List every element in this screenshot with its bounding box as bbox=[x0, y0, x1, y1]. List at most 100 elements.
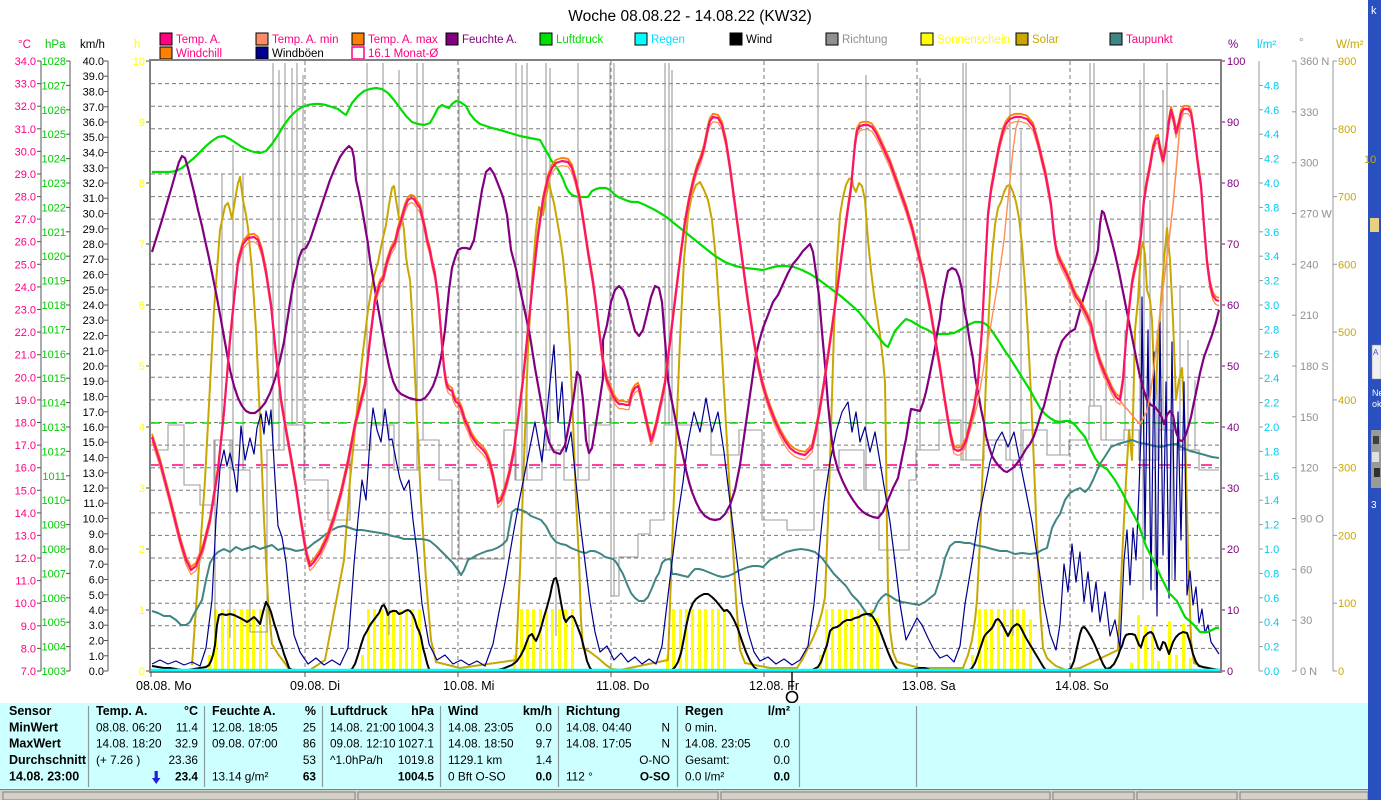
svg-text:150: 150 bbox=[1300, 412, 1318, 424]
svg-text:22.0: 22.0 bbox=[15, 327, 36, 339]
svg-text:4.6: 4.6 bbox=[1264, 105, 1279, 117]
svg-text:MinWert: MinWert bbox=[9, 721, 59, 735]
svg-text:33.0: 33.0 bbox=[15, 79, 36, 91]
svg-text:53: 53 bbox=[303, 753, 317, 767]
svg-text:3: 3 bbox=[139, 483, 145, 495]
svg-text:10.08. Mi: 10.08. Mi bbox=[443, 679, 494, 693]
svg-text:33.0: 33.0 bbox=[83, 163, 104, 175]
svg-text:12.08. Fr: 12.08. Fr bbox=[749, 679, 799, 693]
svg-text:37.0: 37.0 bbox=[83, 102, 104, 114]
svg-text:14.08. 21:00: 14.08. 21:00 bbox=[330, 721, 396, 735]
svg-text:1025: 1025 bbox=[42, 129, 66, 141]
svg-text:3.6: 3.6 bbox=[1264, 227, 1279, 239]
svg-text:29.0: 29.0 bbox=[83, 224, 104, 236]
svg-text:4: 4 bbox=[139, 422, 145, 434]
svg-text:20: 20 bbox=[1227, 544, 1239, 556]
svg-text:13.0: 13.0 bbox=[83, 468, 104, 480]
svg-text:210: 210 bbox=[1300, 310, 1318, 322]
svg-text:13.0: 13.0 bbox=[15, 530, 36, 542]
svg-text:270 W: 270 W bbox=[1300, 209, 1332, 221]
svg-text:Woche 08.08.22 - 14.08.22 (KW3: Woche 08.08.22 - 14.08.22 (KW32) bbox=[568, 8, 812, 25]
svg-text:18.0: 18.0 bbox=[15, 418, 36, 430]
svg-text:900: 900 bbox=[1338, 56, 1356, 68]
svg-text:0.0: 0.0 bbox=[536, 770, 553, 784]
svg-text:7.0: 7.0 bbox=[21, 666, 36, 678]
svg-text:09.08. Di: 09.08. Di bbox=[290, 679, 340, 693]
svg-text:A: A bbox=[1373, 348, 1379, 357]
svg-text:0 Bft O-SO: 0 Bft O-SO bbox=[448, 770, 506, 784]
svg-text:12.0: 12.0 bbox=[83, 483, 104, 495]
svg-text:1004: 1004 bbox=[42, 642, 66, 654]
svg-text:1028: 1028 bbox=[42, 56, 66, 68]
svg-text:28.0: 28.0 bbox=[83, 239, 104, 251]
svg-text:11.0: 11.0 bbox=[83, 498, 104, 510]
svg-text:26.0: 26.0 bbox=[83, 270, 104, 282]
svg-text:25: 25 bbox=[303, 721, 317, 735]
svg-text:19.0: 19.0 bbox=[83, 376, 104, 388]
svg-text:12.0: 12.0 bbox=[15, 553, 36, 565]
svg-text:11.08. Do: 11.08. Do bbox=[596, 679, 649, 693]
svg-text:0: 0 bbox=[139, 666, 145, 678]
svg-text:0 N: 0 N bbox=[1300, 666, 1317, 678]
svg-text:25.0: 25.0 bbox=[83, 285, 104, 297]
svg-text:1.2: 1.2 bbox=[1264, 520, 1279, 532]
svg-text:1010: 1010 bbox=[42, 495, 66, 507]
svg-text:08.08. 06:20: 08.08. 06:20 bbox=[96, 721, 162, 735]
svg-text:3.0: 3.0 bbox=[89, 620, 104, 632]
svg-text:26.0: 26.0 bbox=[15, 237, 36, 249]
svg-text:4.2: 4.2 bbox=[1264, 154, 1279, 166]
svg-text:1023: 1023 bbox=[42, 178, 66, 190]
svg-text:200: 200 bbox=[1338, 530, 1356, 542]
svg-text:1024: 1024 bbox=[42, 154, 66, 166]
svg-text:18.0: 18.0 bbox=[83, 392, 104, 404]
svg-text:3.2: 3.2 bbox=[1264, 276, 1279, 288]
svg-text:1011: 1011 bbox=[42, 471, 66, 483]
svg-text:MaxWert: MaxWert bbox=[9, 737, 62, 751]
svg-text:Feuchte A.: Feuchte A. bbox=[212, 704, 275, 718]
svg-text:13.14 g/m²: 13.14 g/m² bbox=[212, 770, 268, 784]
svg-text:4.8: 4.8 bbox=[1264, 80, 1279, 92]
svg-text:23.0: 23.0 bbox=[15, 305, 36, 317]
svg-text:O-NO: O-NO bbox=[639, 753, 670, 767]
svg-text:1020: 1020 bbox=[42, 251, 66, 263]
svg-text:Gesamt:: Gesamt: bbox=[685, 753, 730, 767]
svg-text:0.0: 0.0 bbox=[774, 737, 791, 751]
svg-text:Durchschnitt: Durchschnitt bbox=[9, 753, 87, 767]
svg-text:10: 10 bbox=[133, 56, 145, 68]
svg-text:40: 40 bbox=[1227, 422, 1239, 434]
svg-text:20.0: 20.0 bbox=[15, 372, 36, 384]
svg-text:09.08. 07:00: 09.08. 07:00 bbox=[212, 737, 278, 751]
svg-text:2.4: 2.4 bbox=[1264, 373, 1279, 385]
svg-text:1: 1 bbox=[139, 605, 145, 617]
svg-text:63: 63 bbox=[303, 770, 317, 784]
svg-text:14.08. 23:05: 14.08. 23:05 bbox=[685, 737, 751, 751]
svg-text:60: 60 bbox=[1300, 564, 1312, 576]
svg-text:0.0: 0.0 bbox=[774, 770, 791, 784]
svg-text:330: 330 bbox=[1300, 107, 1318, 119]
svg-text:1129.1 km: 1129.1 km bbox=[448, 753, 502, 767]
svg-text:0: 0 bbox=[1338, 666, 1344, 678]
svg-text:30.0: 30.0 bbox=[83, 209, 104, 221]
svg-text:14.0: 14.0 bbox=[15, 508, 36, 520]
svg-text:16.0: 16.0 bbox=[15, 463, 36, 475]
svg-text:70: 70 bbox=[1227, 239, 1239, 251]
svg-text:700: 700 bbox=[1338, 192, 1356, 204]
svg-text:l/m²: l/m² bbox=[768, 704, 790, 718]
svg-text:hPa: hPa bbox=[45, 39, 66, 51]
svg-text:9: 9 bbox=[139, 117, 145, 129]
svg-text:16.0: 16.0 bbox=[83, 422, 104, 434]
svg-text:1.0: 1.0 bbox=[1264, 544, 1279, 556]
svg-text:(+ 7.26 ): (+ 7.26 ) bbox=[96, 753, 140, 767]
svg-text:400: 400 bbox=[1338, 395, 1356, 407]
svg-text:19.0: 19.0 bbox=[15, 395, 36, 407]
svg-text:0.0: 0.0 bbox=[536, 721, 553, 735]
svg-text:0 min.: 0 min. bbox=[685, 721, 717, 735]
svg-text:Temp. A.: Temp. A. bbox=[176, 34, 221, 46]
svg-text:14.08. So: 14.08. So bbox=[1055, 679, 1109, 693]
svg-text:12.08. 18:05: 12.08. 18:05 bbox=[212, 721, 278, 735]
svg-text:14.08. 17:05: 14.08. 17:05 bbox=[566, 737, 632, 751]
svg-text:11.0: 11.0 bbox=[15, 576, 36, 588]
svg-text:1019: 1019 bbox=[42, 276, 66, 288]
svg-text:8: 8 bbox=[139, 178, 145, 190]
svg-text:6.0: 6.0 bbox=[89, 575, 104, 587]
